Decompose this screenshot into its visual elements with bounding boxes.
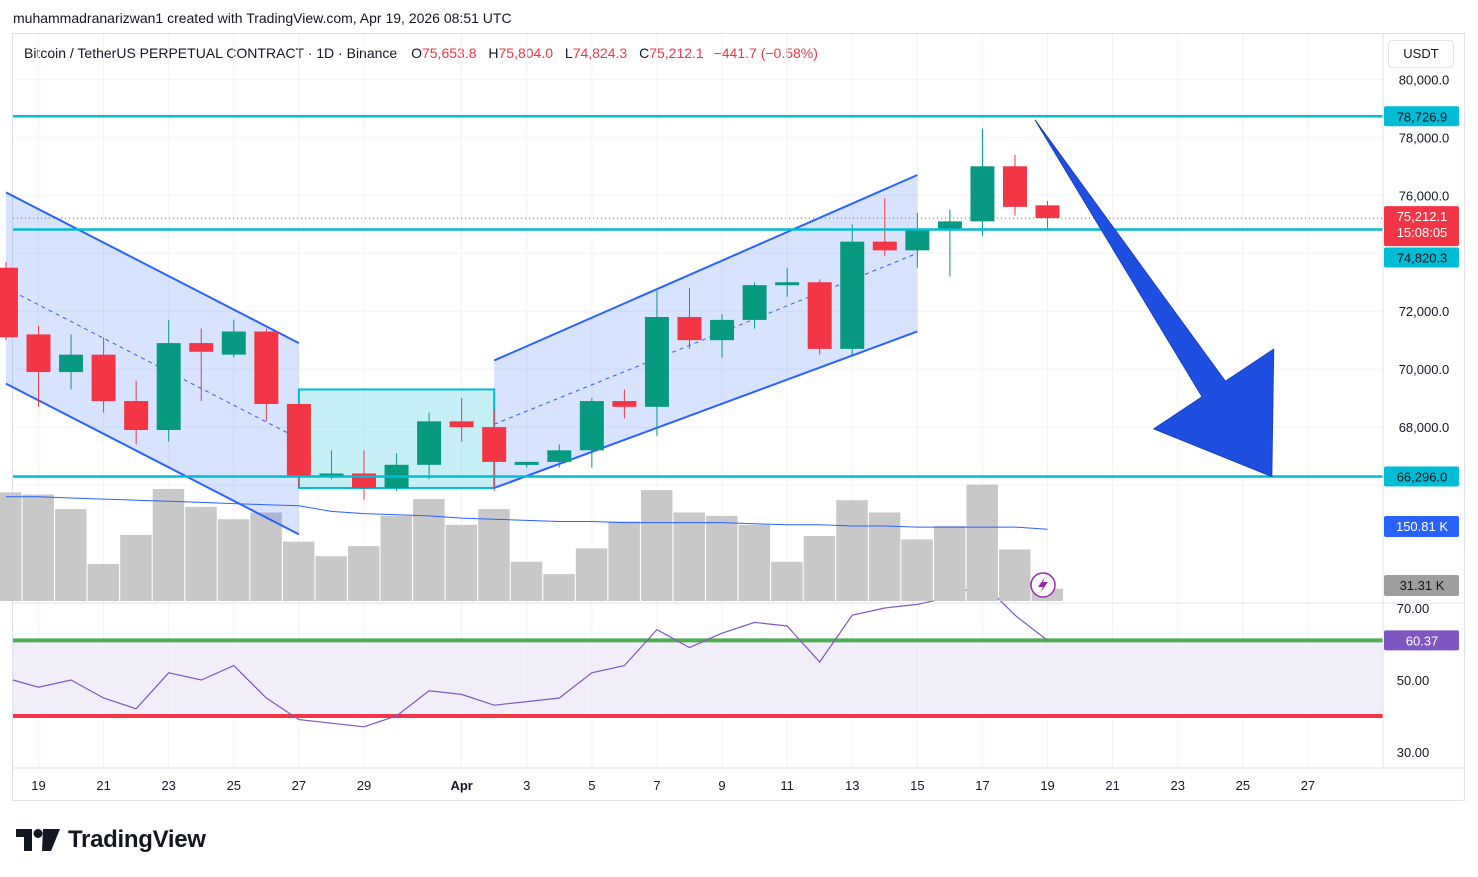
open-value: 75,653.8: [421, 45, 477, 61]
symbol-title[interactable]: Bitcoin / TetherUS PERPETUAL CONTRACT · …: [24, 45, 398, 61]
low-label: L: [564, 45, 573, 61]
chart-credit: muhammadranarizwan1 created with Trading…: [13, 10, 512, 26]
symbol-info-row: Bitcoin / TetherUS PERPETUAL CONTRACT · …: [24, 45, 818, 61]
price-change: −441.7 (−0.58%): [713, 45, 818, 61]
open-label: O: [411, 45, 422, 61]
currency-button[interactable]: USDT: [1388, 40, 1454, 68]
tradingview-logo-text: TradingView: [68, 826, 206, 853]
close-label: C: [639, 45, 650, 61]
tradingview-logo-icon: [16, 829, 60, 851]
high-label: H: [488, 45, 499, 61]
tradingview-logo[interactable]: TradingView: [16, 825, 206, 855]
chart-frame: [12, 33, 1465, 801]
close-value: 75,212.1: [649, 45, 704, 61]
high-value: 75,804.0: [498, 45, 554, 61]
low-value: 74,824.3: [572, 45, 628, 61]
